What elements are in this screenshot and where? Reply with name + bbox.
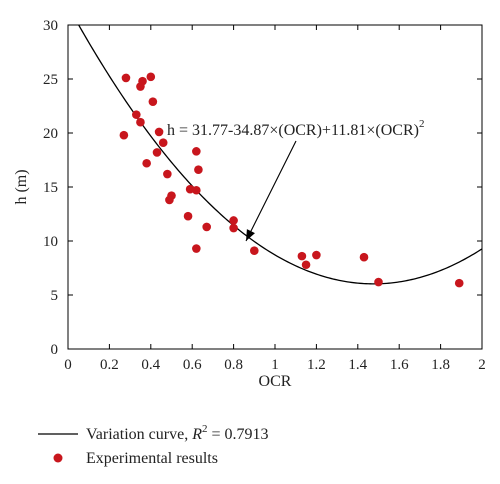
data-point bbox=[148, 97, 158, 106]
data-point bbox=[142, 158, 151, 168]
annotation-arrow-head bbox=[246, 229, 255, 241]
data-point bbox=[163, 169, 172, 179]
x-axis-label: OCR bbox=[259, 373, 292, 390]
data-point bbox=[374, 277, 383, 287]
y-tick-label: 20 bbox=[43, 126, 58, 142]
y-tick-label: 25 bbox=[43, 72, 58, 88]
data-point bbox=[183, 211, 193, 221]
equation-exponent: 2 bbox=[419, 118, 425, 130]
equation-text: h = 31.77-34.87×(OCR)+11.81×(OCR) bbox=[167, 122, 419, 139]
data-point bbox=[359, 252, 369, 262]
data-point bbox=[146, 72, 156, 82]
data-point bbox=[165, 195, 174, 205]
data-point bbox=[250, 246, 259, 256]
data-point bbox=[301, 260, 311, 270]
x-tick-label: 2 bbox=[478, 357, 486, 373]
data-point bbox=[229, 216, 238, 225]
data-point bbox=[136, 82, 145, 91]
annotation-group: h = 31.77-34.87×(OCR)+11.81×(OCR)2 bbox=[167, 118, 424, 242]
legend-r2-exponent: 2 bbox=[202, 423, 208, 435]
equation-annotation: h = 31.77-34.87×(OCR)+11.81×(OCR)2 bbox=[167, 118, 424, 139]
data-point bbox=[119, 130, 129, 140]
x-tick-label: 1 bbox=[271, 357, 279, 373]
data-point bbox=[229, 223, 238, 233]
legend-r2-value: = 0.7913 bbox=[207, 426, 268, 443]
plot-frame bbox=[67, 24, 483, 350]
plot-area bbox=[77, 25, 482, 288]
data-point bbox=[312, 250, 321, 260]
legend-curve-label: Variation curve, R2 = 0.7913 bbox=[86, 423, 269, 443]
data-point bbox=[121, 73, 131, 83]
legend-curve-name: Variation curve bbox=[86, 426, 184, 443]
y-tick-label: 5 bbox=[51, 288, 59, 304]
y-tick-label: 30 bbox=[43, 18, 58, 34]
axes: 0 0.2 0.4 0.6 0.8 1 1.2 1.4 1.6 1.8 2051015202530O… bbox=[13, 18, 486, 390]
x-tick-label: 0.2 bbox=[100, 357, 119, 373]
y-axis-label: h (m) bbox=[13, 169, 30, 204]
x-tick-label: 1.4 bbox=[348, 357, 367, 373]
legend-r2-symbol: R bbox=[191, 426, 202, 443]
annotation-arrow-line bbox=[245, 140, 297, 242]
x-tick-label: 0.6 bbox=[183, 357, 202, 373]
data-point bbox=[192, 147, 201, 156]
data-point bbox=[158, 138, 168, 148]
x-tick-label: 0.8 bbox=[224, 357, 243, 373]
legend-scatter-swatch bbox=[53, 453, 63, 463]
data-point bbox=[132, 110, 141, 119]
data-point bbox=[192, 185, 201, 195]
data-point bbox=[194, 165, 203, 175]
y-tick-label: 10 bbox=[43, 234, 58, 250]
data-point bbox=[202, 222, 211, 232]
data-point bbox=[192, 244, 201, 253]
y-tick-label: 15 bbox=[43, 180, 58, 196]
legend: Variation curve, R2 = 0.7913 Experimenta… bbox=[38, 423, 269, 467]
data-point bbox=[454, 278, 464, 288]
x-tick-label: 1.2 bbox=[307, 357, 326, 373]
x-tick-label: 1.8 bbox=[431, 357, 450, 373]
legend-scatter-label: Experimental results bbox=[86, 450, 218, 467]
data-point bbox=[152, 148, 162, 157]
variation-curve bbox=[77, 25, 482, 285]
x-tick-label: 0 bbox=[64, 357, 72, 373]
data-point bbox=[136, 117, 145, 127]
x-tick-label: 1.6 bbox=[390, 357, 409, 373]
y-tick-label: 0 bbox=[51, 342, 59, 358]
data-point bbox=[297, 251, 307, 261]
data-point bbox=[154, 127, 164, 137]
x-tick-label: 0.4 bbox=[141, 357, 160, 373]
